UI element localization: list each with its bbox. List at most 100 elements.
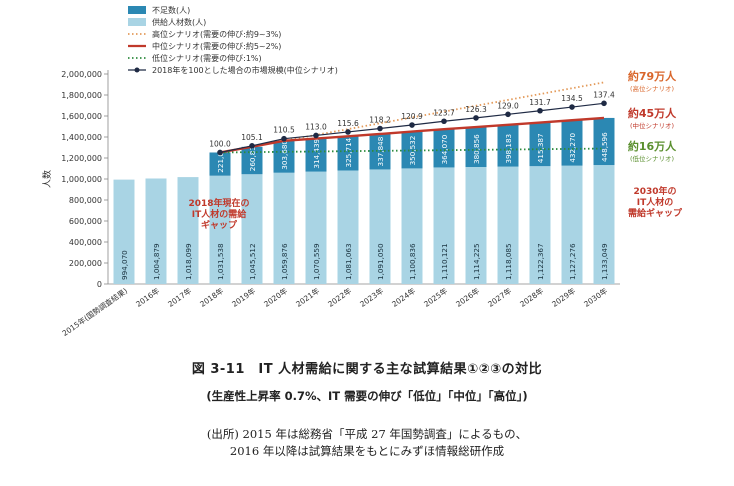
bar-supply (529, 166, 551, 284)
bar-shortage-label: 314,439 (312, 138, 321, 168)
annotation-gap-2030: 需給ギャップ (628, 207, 683, 219)
x-tick-label: 2029年 (550, 285, 578, 309)
legend-swatch (128, 6, 146, 14)
bar-shortage (241, 146, 263, 175)
bar-supply-label: 1,081,063 (344, 243, 353, 280)
market-point (409, 122, 415, 128)
market-point (313, 132, 319, 139)
bar-supply (561, 165, 583, 284)
bar-supply-label: 994,070 (120, 250, 129, 280)
y-tick-label: 1,000,000 (61, 175, 102, 184)
y-tick-label: 0 (97, 280, 102, 289)
figure-source-line-2: 2016 年以降は試算結果をもとにみずほ情報総研作成 (229, 444, 505, 458)
annotation-gap-2030: IT人材の (637, 196, 674, 208)
bar-shortage (529, 122, 551, 167)
y-tick-label: 2,000,000 (61, 70, 102, 79)
x-tick-label: 2026年 (454, 285, 482, 309)
legend-label: 低位シナリオ(需要の伸び:1%) (152, 53, 262, 63)
market-point (377, 125, 383, 132)
market-point (249, 143, 255, 149)
bar-supply (593, 165, 615, 284)
bar-shortage (497, 124, 519, 167)
annotation-mid-note: (中位シナリオ) (630, 121, 674, 130)
annotation-gap-2018: 2018年現在の (188, 197, 249, 209)
x-tick-label: 2030年 (582, 285, 610, 309)
bar-shortage-label: 448,596 (600, 132, 609, 162)
bar-supply (305, 171, 327, 284)
market-point-label: 110.5 (273, 126, 295, 135)
annotation-gap-2030: 2030年の (633, 185, 676, 197)
market-point (345, 129, 351, 135)
market-point-label: 105.1 (241, 133, 263, 142)
legend-label: 2018年を100とした場合の市場規模(中位シナリオ) (152, 65, 338, 75)
bar-supply (273, 172, 295, 284)
figure-subtitle: (生産性上昇率 0.7%、IT 需要の伸び「低位」「中位」「高位」) (206, 389, 528, 403)
bar-supply (209, 175, 231, 284)
bar-supply-label: 1,004,879 (152, 243, 161, 280)
x-tick-label: 2024年 (390, 285, 418, 309)
legend-label: 不足数(人) (152, 5, 190, 15)
legend-label: 高位シナリオ(需要の伸び:約9~3%) (152, 29, 281, 39)
market-point-label: 137.4 (593, 90, 615, 99)
bar-supply (177, 177, 199, 284)
x-tick-label: 2025年 (422, 285, 450, 309)
bar-shortage-label: 325,714 (344, 137, 353, 167)
bar-shortage-label: 380,856 (472, 134, 481, 164)
bar-supply-label: 1,070,559 (312, 243, 321, 280)
bar-supply-label: 1,118,085 (504, 243, 513, 280)
bar-supply (401, 168, 423, 284)
y-tick-label: 1,600,000 (61, 112, 102, 121)
bar-supply-label: 1,059,876 (280, 243, 289, 280)
bar-shortage-label: 432,270 (568, 132, 577, 162)
bar-supply-label: 1,114,225 (472, 243, 481, 280)
market-point (473, 115, 479, 121)
market-point-label: 126.3 (465, 105, 487, 114)
market-point-label: 120.9 (401, 112, 423, 121)
bar-shortage (337, 136, 359, 171)
bar-supply-label: 1,091,050 (376, 243, 385, 280)
legend-label: 中位シナリオ(需要の伸び:約5~2%) (152, 41, 281, 51)
market-point (281, 135, 287, 142)
bar-shortage (561, 120, 583, 166)
bar-supply (113, 179, 135, 284)
bar-supply-label: 1,100,836 (408, 243, 417, 280)
y-tick-label: 200,000 (69, 259, 102, 268)
bar-supply (433, 167, 455, 284)
bar-supply-label: 1,133,049 (600, 243, 609, 280)
market-point (505, 111, 511, 118)
bar-supply-label: 1,122,367 (536, 243, 545, 280)
bar-shortage-label: 415,387 (536, 133, 545, 163)
annotation-high-note: (高位シナリオ) (630, 84, 674, 93)
figure-title: 図 3-11 IT 人材需給に関する主な試算結果①②③の対比 (191, 362, 543, 377)
bar-supply (369, 169, 391, 284)
y-tick-label: 800,000 (69, 196, 102, 205)
market-point (601, 100, 607, 107)
bar-shortage (465, 127, 487, 168)
bar-shortage (593, 117, 615, 166)
market-point-label: 100.0 (209, 139, 231, 148)
y-axis-label: 人数 (41, 170, 53, 188)
y-tick-label: 400,000 (69, 238, 102, 247)
x-tick-label: 2028年 (518, 285, 546, 309)
x-tick-label: 2019年 (230, 285, 258, 309)
market-point-label: 118.2 (369, 115, 391, 124)
bar-supply-label: 1,045,512 (248, 243, 257, 280)
annotation-high-value: 約79万人 (628, 69, 677, 83)
market-point-label: 131.7 (529, 98, 551, 107)
annotation-low-value: 約16万人 (628, 139, 677, 153)
x-tick-label: 2023年 (358, 285, 386, 309)
x-tick-label: 2021年 (294, 285, 322, 309)
annotation-gap-2018: ギャップ (201, 219, 238, 231)
bar-supply-label: 1,127,276 (568, 243, 577, 280)
market-point-label: 113.0 (305, 122, 327, 131)
bar-supply (145, 178, 167, 284)
x-tick-label: 2017年 (166, 285, 194, 309)
bar-supply (497, 166, 519, 284)
bar-supply (337, 170, 359, 284)
market-point-label: 115.6 (337, 119, 359, 128)
chart: 0 200,000 400,000 600,000 800,000 1,000,000 1,… (41, 5, 683, 338)
bar-shortage (305, 138, 327, 172)
y-tick-label: 1,200,000 (61, 154, 102, 163)
y-tick-label: 1,400,000 (61, 133, 102, 142)
x-tick-label: 2027年 (486, 285, 514, 309)
